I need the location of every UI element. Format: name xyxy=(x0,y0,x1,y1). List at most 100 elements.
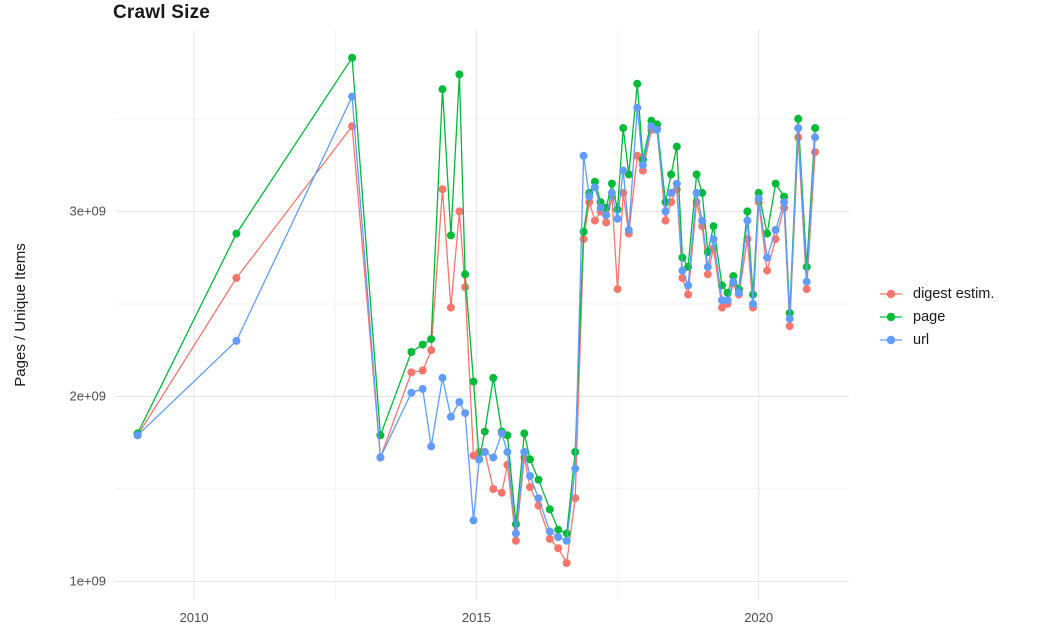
legend-label: page xyxy=(913,309,946,325)
series-url-point xyxy=(794,124,803,133)
series-page-point xyxy=(633,79,642,88)
x-tick-label: 2015 xyxy=(462,610,491,625)
series-url-point xyxy=(590,183,599,192)
series-url-point xyxy=(802,277,811,286)
series-digest-estim-point xyxy=(489,485,498,493)
series-page-point xyxy=(754,188,763,197)
y-tick-label: 2e+09 xyxy=(69,388,106,403)
series-url-point xyxy=(554,533,563,542)
series-url-point xyxy=(475,455,484,464)
legend-item-page: page xyxy=(878,309,994,325)
series-digest-estim-point xyxy=(684,290,693,299)
series-url-point xyxy=(602,211,611,220)
series-url-point xyxy=(749,299,757,308)
series-page-point xyxy=(545,505,554,514)
series-digest-estim-point xyxy=(590,216,599,225)
legend-key-icon xyxy=(880,335,902,345)
series-url-point xyxy=(678,266,687,275)
series-page-point xyxy=(376,431,385,440)
series-url-point xyxy=(698,216,707,225)
series-digest-estim-point xyxy=(407,368,416,377)
series-url-point xyxy=(743,216,752,225)
series-url-point xyxy=(653,125,661,134)
series-page-point xyxy=(794,114,803,123)
series-digest-estim-point xyxy=(602,218,611,227)
series-digest-estim-point xyxy=(455,207,464,216)
series-url-point xyxy=(438,373,447,382)
series-digest-estim-point xyxy=(638,166,647,175)
chart-title: Crawl Size xyxy=(113,2,211,23)
series-digest-estim-point xyxy=(469,451,478,460)
series-url-point xyxy=(562,536,571,545)
series-page-point xyxy=(802,262,811,271)
series-page-point xyxy=(763,229,772,238)
series-page-point xyxy=(672,142,681,151)
series-url-point xyxy=(596,203,605,212)
series-url-point xyxy=(638,161,647,170)
series-url-point xyxy=(348,92,357,101)
series-url-point xyxy=(684,281,693,290)
series-url-point xyxy=(503,447,512,456)
series-url-point xyxy=(703,262,712,271)
series-page-point xyxy=(480,427,489,436)
series-page-point xyxy=(780,192,789,201)
series-digest-estim-point xyxy=(703,270,712,279)
series-url-point xyxy=(771,225,780,234)
series-url-point xyxy=(754,194,763,203)
series-page-point xyxy=(771,179,780,188)
series-page-point xyxy=(590,177,599,186)
series-url-point xyxy=(619,166,628,175)
series-digest-estim-point xyxy=(698,222,707,231)
legend-item-digest-estim: digest estim. xyxy=(878,286,994,302)
legend: digest estim. page url xyxy=(878,286,994,348)
series-page-point xyxy=(667,170,676,179)
series-digest-estim-point xyxy=(232,274,241,282)
series-page-point xyxy=(438,85,447,94)
y-tick-label: 1e+09 xyxy=(69,573,106,588)
series-url-point xyxy=(692,188,701,197)
series-digest-estim-point xyxy=(811,148,820,157)
series-page-point xyxy=(607,179,616,188)
series-url-point xyxy=(469,516,478,525)
series-url-point xyxy=(133,431,142,440)
series-digest-estim-point xyxy=(438,185,447,194)
series-url-point xyxy=(709,235,718,244)
series-digest-estim-point xyxy=(497,488,506,497)
series-page-point xyxy=(427,335,436,344)
series-url-point xyxy=(455,398,464,406)
series-url-point xyxy=(718,296,726,305)
x-tick-label: 2020 xyxy=(744,610,773,625)
series-url-point xyxy=(723,296,732,305)
series-digest-estim-point xyxy=(661,216,670,225)
series-page-point xyxy=(469,377,478,386)
series-page-point xyxy=(455,70,464,79)
series-page-point xyxy=(619,124,628,133)
series-page-point xyxy=(407,348,416,356)
series-page-point xyxy=(698,188,707,197)
series-url-point xyxy=(427,442,436,451)
series-page-point xyxy=(526,455,534,464)
series-url-point xyxy=(511,529,520,538)
series-digest-estim-point xyxy=(511,536,520,545)
series-digest-estim-point xyxy=(613,285,622,294)
series-url-point xyxy=(446,412,455,421)
series-page-point xyxy=(554,525,563,534)
series-url-point xyxy=(667,188,676,197)
x-tick-label: 2010 xyxy=(180,610,209,625)
series-page-point xyxy=(232,229,241,238)
series-page-point xyxy=(709,222,718,231)
series-page-point xyxy=(811,124,820,133)
series-url-point xyxy=(571,464,580,473)
series-url-point xyxy=(526,472,534,480)
series-digest-estim-point xyxy=(446,303,455,312)
series-url-point xyxy=(734,288,743,297)
series-page-point xyxy=(489,373,498,382)
series-page-point xyxy=(534,475,543,484)
grid-minor xyxy=(115,30,849,600)
legend-key-icon xyxy=(880,289,902,299)
series-digest-estim-point xyxy=(554,544,563,553)
series-digest-estim-point xyxy=(545,534,554,543)
series-url-point xyxy=(579,151,588,160)
series-url-point xyxy=(461,409,470,418)
legend-item-url: url xyxy=(878,332,994,348)
